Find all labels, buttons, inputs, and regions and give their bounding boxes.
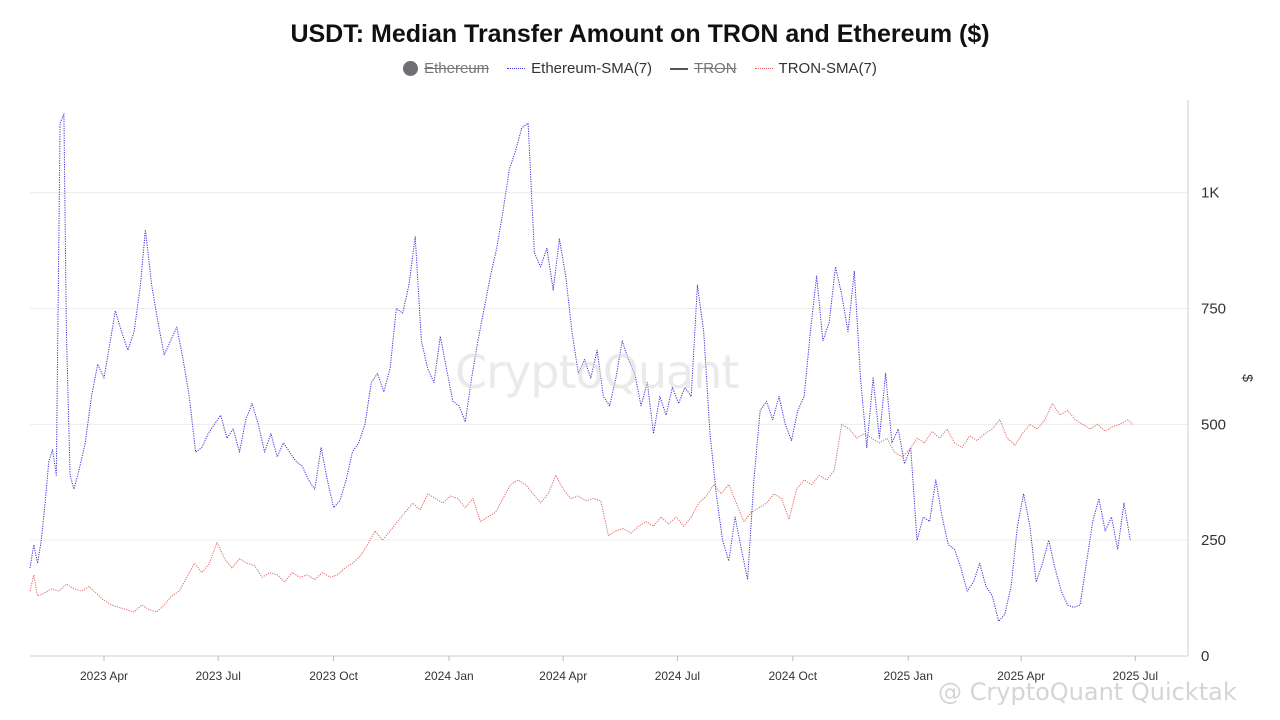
x-tick-label: 2023 Apr bbox=[80, 669, 128, 683]
x-tick-label: 2025 Jul bbox=[1113, 669, 1158, 683]
x-tick-label: 2024 Oct bbox=[768, 669, 817, 683]
y-tick-label: 750 bbox=[1201, 301, 1226, 318]
legend-label-ethereum-sma: Ethereum-SMA(7) bbox=[531, 60, 653, 77]
x-tick-label: 2024 Jul bbox=[655, 669, 700, 683]
legend-item-tron-sma[interactable]: TRON-SMA(7) bbox=[754, 60, 877, 77]
y-tick-label: 500 bbox=[1201, 416, 1226, 433]
legend-label-ethereum: Ethereum bbox=[424, 60, 490, 77]
y-axis-label: $ bbox=[1240, 374, 1256, 382]
legend-label-tron: TRON bbox=[694, 60, 737, 77]
series-line-tron-sma-7- bbox=[29, 403, 1134, 613]
watermark: CryptoQuant bbox=[455, 345, 739, 399]
x-tick-label: 2025 Jan bbox=[884, 669, 933, 683]
legend-item-tron[interactable]: TRON bbox=[670, 60, 737, 77]
legend-dot-icon bbox=[403, 61, 419, 76]
legend-line-icon bbox=[670, 67, 689, 70]
series-line-ethereum-sma-7- bbox=[29, 113, 1131, 622]
y-tick-label: 1K bbox=[1201, 185, 1219, 202]
legend-item-ethereum[interactable]: Ethereum bbox=[403, 60, 489, 77]
chart-title: USDT: Median Transfer Amount on TRON and… bbox=[290, 20, 990, 48]
x-tick-label: 2025 Apr bbox=[997, 669, 1045, 683]
x-tick-label: 2024 Apr bbox=[539, 669, 587, 683]
x-tick-label: 2023 Jul bbox=[196, 669, 241, 683]
y-tick-label: 250 bbox=[1201, 532, 1226, 549]
legend-dotted-line-icon bbox=[754, 68, 773, 69]
y-tick-label: 0 bbox=[1201, 648, 1209, 665]
x-tick-label: 2023 Oct bbox=[309, 669, 358, 683]
legend-label-tron-sma: TRON-SMA(7) bbox=[778, 60, 877, 77]
legend: Ethereum Ethereum-SMA(7) TRON TRON-SMA(7… bbox=[0, 60, 1280, 77]
x-tick-label: 2024 Jan bbox=[424, 669, 473, 683]
legend-dotted-line-icon bbox=[507, 68, 526, 69]
legend-item-ethereum-sma[interactable]: Ethereum-SMA(7) bbox=[507, 60, 652, 77]
corner-watermark: @ CryptoQuant Quicktak bbox=[938, 678, 1237, 706]
